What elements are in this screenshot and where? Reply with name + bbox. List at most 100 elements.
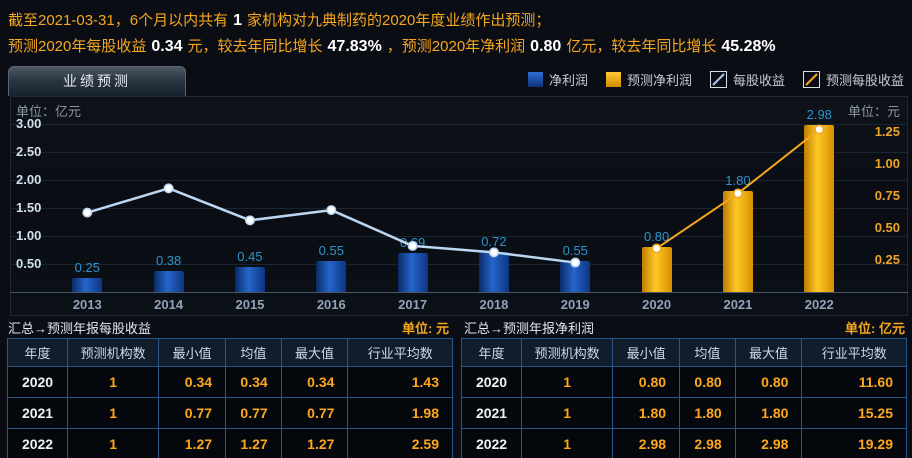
forecast-tables: 年度 预测机构数 最小值 均值 最大值 行业平均数 2020 1 0.34 0.34 0.34 1.4…: [0, 338, 912, 458]
bar-value-label: 0.38: [155, 252, 182, 268]
value-cell: 1: [521, 366, 614, 398]
right-axis-tick: 0.50: [874, 220, 900, 235]
summary-line-1: 截至2021-03-31，6个月以内共有 1 家机构对九典制药的2020年度业绩作出…: [8, 12, 551, 29]
bar-2020: [641, 247, 672, 292]
value-cell: 0.34: [280, 366, 349, 398]
column-header: 最小值: [612, 338, 681, 367]
table-row: 2021 1 1.80 1.80 1.80 15.25: [460, 397, 907, 429]
x-axis-line: [10, 292, 908, 293]
chart-legend: 净利润 预测净利润 每股收益 预测每股收益: [527, 70, 912, 89]
bar-value-label: 0.69: [399, 235, 426, 251]
column-header: 预测机构数: [521, 338, 614, 367]
eps-forecast-table: 年度 预测机构数 最小值 均值 最大值 行业平均数 2020 1 0.34 0.34 0.34 1.4…: [6, 338, 453, 458]
table-header-row: 年度 预测机构数 最小值 均值 最大值 行业平均数: [460, 338, 907, 367]
value-cell: 1: [521, 397, 614, 429]
value-cell: 2.59: [347, 428, 453, 458]
legend-label: 每股收益: [732, 73, 785, 88]
bar-value-label: 0.55: [562, 243, 588, 259]
value-cell: 0.77: [158, 397, 227, 429]
year-cell: 2020: [460, 366, 523, 398]
legend-item-eps[interactable]: 每股收益: [709, 70, 785, 89]
legend-label: 预测每股收益: [825, 73, 904, 88]
value-cell: 0.77: [225, 397, 282, 429]
column-header: 年度: [460, 338, 523, 367]
legend-item-forecast-net-profit[interactable]: 预测净利润: [605, 70, 692, 89]
netprofit-table-caption-row: 汇总→预测年报净利润 单位: 亿元: [461, 318, 912, 337]
bar-2016: [316, 261, 347, 292]
x-axis-label: 2014: [154, 297, 184, 312]
eps-table-caption: 汇总→预测年报每股收益: [8, 320, 152, 336]
netprofit-table-caption: 汇总→预测年报净利润: [464, 320, 595, 336]
summary-line-2: 预测2020年每股收益 0.34 元，较去年同比增长 47.83% ，预测2020年净利…: [8, 38, 776, 55]
value-cell: 0.80: [734, 366, 803, 398]
right-axis-tick: 1.00: [874, 156, 900, 171]
x-axis-label: 2018: [479, 297, 509, 312]
value-cell: 0.80: [612, 366, 681, 398]
netprofit-table-unit: 单位: 亿元: [845, 320, 905, 336]
table-header-row: 年度 预测机构数 最小值 均值 最大值 行业平均数: [6, 338, 453, 367]
column-header: 均值: [679, 338, 736, 367]
value-cell: 1: [67, 397, 160, 429]
right-axis-tick: 0.25: [874, 252, 900, 267]
column-header: 最小值: [158, 338, 227, 367]
column-header: 最大值: [734, 338, 803, 367]
bar-value-label: 2.98: [806, 107, 832, 123]
value-cell: 2.98: [679, 428, 736, 458]
value-cell: 1.27: [158, 428, 227, 458]
value-cell: 1.98: [347, 397, 453, 429]
bar-value-label: 0.72: [481, 233, 507, 249]
x-axis-label: 2019: [560, 297, 590, 312]
series-lines: [82, 124, 825, 268]
tab-earnings-forecast[interactable]: 业绩预测: [8, 66, 186, 96]
value-cell: 1.80: [679, 397, 736, 429]
gridline: [11, 180, 907, 181]
column-header: 最大值: [280, 338, 349, 367]
bar-2015: [234, 266, 265, 292]
column-header: 年度: [6, 338, 69, 367]
eps-point: [244, 215, 255, 226]
gridline: [11, 236, 907, 237]
value-cell: 1.43: [347, 366, 453, 398]
x-axis-label: 2017: [398, 297, 428, 312]
bar-2022: [804, 125, 835, 292]
bar-value-label: 0.25: [74, 260, 100, 275]
year-cell: 2021: [6, 397, 69, 429]
legend-item-forecast-eps[interactable]: 预测每股收益: [802, 70, 904, 89]
chart-frame: [10, 96, 908, 316]
x-axis-label: 2015: [235, 297, 265, 312]
table-row: 2022 1 2.98 2.98 2.98 19.29: [460, 428, 907, 458]
column-header: 均值: [225, 338, 282, 367]
value-cell: 1: [67, 428, 160, 458]
right-axis-unit: 单位：元: [847, 104, 900, 119]
legend-item-net-profit[interactable]: 净利润: [527, 70, 588, 89]
left-axis-tick: 3.00: [16, 116, 42, 131]
value-cell: 2.98: [612, 428, 681, 458]
year-cell: 2020: [6, 366, 69, 398]
eps-swatch-icon: [709, 71, 727, 88]
column-header: 行业平均数: [801, 338, 907, 367]
x-axis-label: 2020: [642, 297, 672, 312]
value-cell: 2.98: [734, 428, 803, 458]
legend-label: 净利润: [548, 73, 588, 88]
eps-point: [163, 183, 174, 194]
left-axis-tick: 0.50: [16, 256, 42, 271]
bar-2021: [722, 191, 753, 292]
table-captions: 汇总→预测年报每股收益 单位: 元 汇总→预测年报净利润 单位: 亿元: [0, 316, 912, 338]
value-cell: 11.60: [801, 366, 907, 398]
x-axis-label: 2021: [723, 297, 753, 312]
x-axis-label: 2016: [316, 297, 346, 312]
left-axis-tick: 2.50: [16, 144, 42, 159]
left-axis-tick: 1.50: [16, 200, 42, 215]
gridline: [11, 208, 907, 209]
table-row: 2020 1 0.34 0.34 0.34 1.43: [6, 366, 453, 398]
value-cell: 0.34: [158, 366, 227, 398]
year-cell: 2022: [460, 428, 523, 458]
value-cell: 1.80: [612, 397, 681, 429]
x-axis-label: 2013: [72, 297, 102, 312]
right-axis-tick: 1.25: [874, 124, 900, 139]
column-header: 行业平均数: [347, 338, 453, 367]
gridline: [11, 152, 907, 153]
value-cell: 1.80: [734, 397, 803, 429]
value-cell: 0.80: [679, 366, 736, 398]
